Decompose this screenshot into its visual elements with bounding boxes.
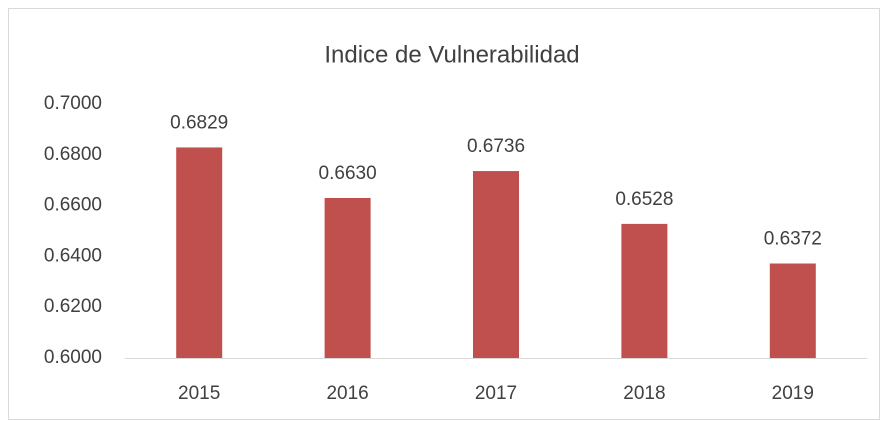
bar: [473, 171, 519, 358]
data-label: 0.6630: [319, 163, 377, 184]
y-tick-label: 0.6000: [44, 347, 102, 368]
y-tick-label: 0.7000: [44, 93, 102, 114]
bar: [621, 223, 668, 358]
y-tick-label: 0.6600: [44, 195, 102, 216]
x-tick-label: 2019: [772, 383, 814, 404]
chart-title: Indice de Vulnerabilidad: [324, 41, 579, 68]
y-tick-label: 0.6400: [44, 245, 102, 266]
y-tick-label: 0.6200: [44, 296, 102, 317]
x-tick-label: 2018: [623, 383, 665, 404]
data-label: 0.6736: [467, 136, 525, 157]
x-tick-label: 2015: [178, 383, 220, 404]
y-tick-label: 0.6800: [44, 144, 102, 165]
data-label: 0.6528: [615, 189, 673, 210]
data-label: 0.6829: [170, 112, 228, 133]
bar: [176, 147, 223, 358]
x-tick-label: 2016: [326, 383, 368, 404]
data-label: 0.6372: [764, 229, 822, 250]
bar: [769, 263, 816, 358]
bar: [324, 197, 371, 358]
x-tick-label: 2017: [475, 383, 517, 404]
chart-frame: [8, 8, 880, 420]
